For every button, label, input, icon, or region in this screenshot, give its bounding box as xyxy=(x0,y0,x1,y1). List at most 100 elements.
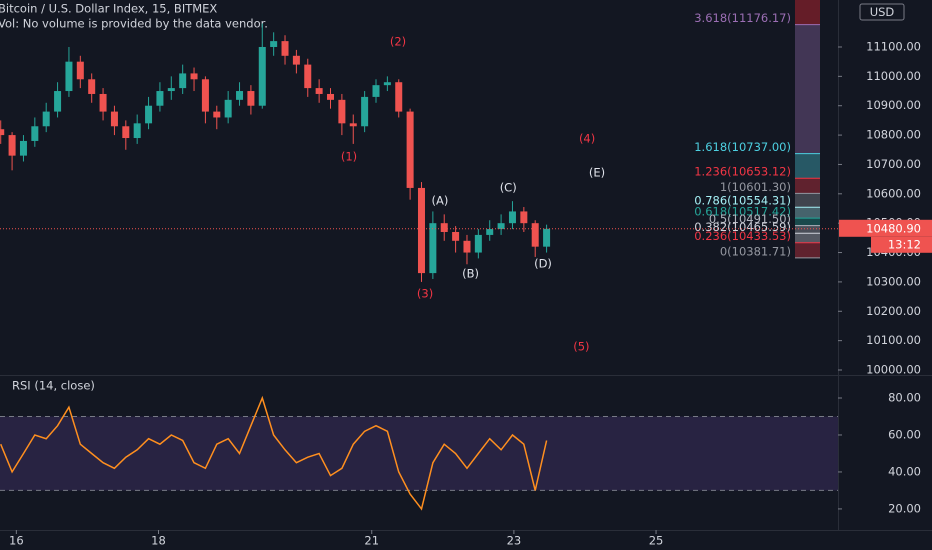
candle-body xyxy=(88,79,96,94)
fib-band xyxy=(795,207,820,219)
y-tick-label: 80.00 xyxy=(888,391,921,405)
candle-body xyxy=(156,91,164,106)
candle-body xyxy=(383,82,391,86)
fib-label: 0.786(10554.31) xyxy=(694,194,791,208)
rsi-title: RSI (14, close) xyxy=(12,379,95,393)
x-tick-label: 21 xyxy=(364,534,379,548)
candle-body xyxy=(110,111,118,127)
fib-label: 0.382(10465.59) xyxy=(694,220,791,234)
candle-body xyxy=(349,123,357,127)
y-tick-label: 10200.00 xyxy=(866,304,921,318)
candle-body xyxy=(122,126,130,139)
candle-body xyxy=(190,73,198,80)
wave-label: (C) xyxy=(500,180,517,194)
fib-label: 1(10601.30) xyxy=(720,180,791,194)
fib-band xyxy=(795,0,820,25)
countdown-box xyxy=(871,236,932,253)
y-tick-label: 11100.00 xyxy=(866,39,921,53)
currency: USD xyxy=(870,5,895,19)
fib-label: 0.5(10491.50) xyxy=(709,212,791,226)
y-tick-label: 10300.00 xyxy=(866,274,921,288)
candle-body xyxy=(224,99,232,118)
candle-body xyxy=(65,61,73,92)
candle-body xyxy=(395,82,403,112)
fib-label: 0.618(10517.42) xyxy=(694,205,791,219)
y-tick-label: 20.00 xyxy=(888,501,921,515)
y-tick-label: 10700.00 xyxy=(866,157,921,171)
last-price-box xyxy=(839,219,932,237)
x-tick-label: 18 xyxy=(151,534,166,548)
rsi-band xyxy=(0,416,838,491)
countdown: 13:12 xyxy=(888,237,921,251)
currency-box[interactable] xyxy=(859,3,905,21)
candle-body xyxy=(292,55,300,65)
fib-label: 0(10381.71) xyxy=(720,244,791,258)
fib-label: 1.236(10653.12) xyxy=(694,165,791,179)
candle-body xyxy=(543,228,551,247)
y-tick-label: 10900.00 xyxy=(866,98,921,112)
wave-label: (E) xyxy=(589,165,605,179)
rsi-line xyxy=(0,395,548,511)
candle-body xyxy=(463,240,471,253)
y-tick-label: 10000.00 xyxy=(866,363,921,377)
fib-band xyxy=(795,225,820,234)
candle-body xyxy=(304,64,312,89)
candle-body xyxy=(133,123,141,139)
candle-body xyxy=(179,73,187,89)
candle-body xyxy=(361,96,369,127)
wave-label: (B) xyxy=(462,266,479,280)
last-price-label: 10480.90 xyxy=(866,221,921,235)
candle-body xyxy=(474,234,482,253)
candle-body xyxy=(270,41,278,47)
x-tick-label: 16 xyxy=(9,534,24,548)
candle-body xyxy=(452,231,460,241)
candle-body xyxy=(338,99,346,124)
wave-label: (D) xyxy=(534,256,552,270)
fib-band xyxy=(795,24,820,154)
fib-band xyxy=(795,218,820,226)
candle-body xyxy=(508,211,516,224)
fib-band xyxy=(795,233,820,243)
candle-body xyxy=(236,91,244,100)
fib-band xyxy=(795,178,820,194)
candle-body xyxy=(429,223,437,274)
fib-label: 3.618(11176.17) xyxy=(694,11,791,25)
y-tick-label: 10800.00 xyxy=(866,128,921,142)
candle-body xyxy=(42,111,50,127)
candle-body xyxy=(258,46,266,106)
candle-body xyxy=(281,41,289,56)
candle-body xyxy=(440,223,448,232)
candle-body xyxy=(145,105,153,124)
candle-body xyxy=(486,229,494,235)
candle-body xyxy=(247,91,255,106)
candle-body xyxy=(8,135,16,156)
x-tick-label: 23 xyxy=(507,534,522,548)
wave-label: (A) xyxy=(432,194,449,208)
candle-body xyxy=(99,93,107,112)
candle-body xyxy=(406,111,414,188)
fib-band xyxy=(795,193,820,208)
candle-body xyxy=(417,187,425,274)
y-tick-label: 60.00 xyxy=(888,427,921,441)
candle-body xyxy=(0,129,5,136)
y-tick-label: 10600.00 xyxy=(866,186,921,200)
candle-body xyxy=(201,79,209,112)
candle-body xyxy=(213,111,221,118)
x-tick-label: 25 xyxy=(649,534,664,548)
wave-label: (3) xyxy=(417,286,433,300)
candle-body xyxy=(520,211,528,224)
y-tick-label: 11000.00 xyxy=(866,69,921,83)
wave-label: (1) xyxy=(341,150,357,164)
candle-body xyxy=(19,140,27,156)
candle-body xyxy=(327,93,335,100)
candle-body xyxy=(497,223,505,230)
fib-label: 0.236(10433.53) xyxy=(694,229,791,243)
candle-body xyxy=(31,126,39,141)
candle-body xyxy=(167,88,175,92)
fib-band xyxy=(795,153,820,179)
wave-label: (5) xyxy=(573,340,589,354)
wave-label: (2) xyxy=(390,34,406,48)
candle-body xyxy=(315,88,323,94)
